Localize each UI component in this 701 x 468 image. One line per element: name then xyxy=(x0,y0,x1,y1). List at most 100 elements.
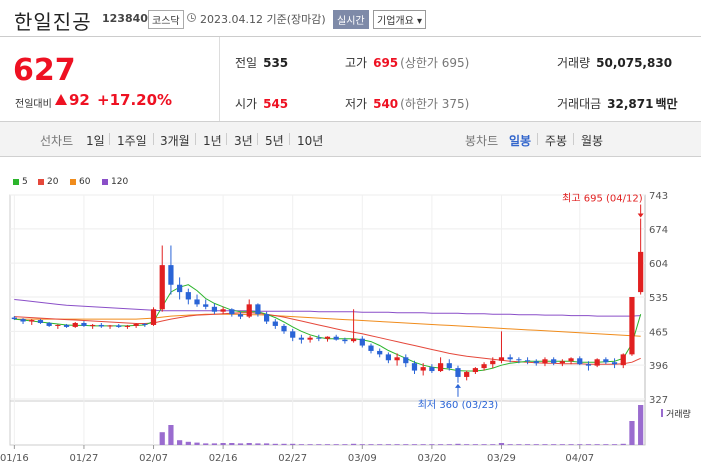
volume-bar xyxy=(498,443,505,445)
tab-1week[interactable]: 1주일 xyxy=(117,134,147,148)
volume-bar xyxy=(342,444,348,445)
tab-daily[interactable]: 일봉 xyxy=(509,134,532,148)
volume-bar xyxy=(307,444,313,445)
tab-monthly[interactable]: 월봉 xyxy=(581,134,604,148)
prev-close: 전일 535 xyxy=(235,56,289,70)
volume-bar xyxy=(411,444,418,445)
candle-body xyxy=(90,324,96,326)
candle-body xyxy=(403,357,409,364)
volume-bar xyxy=(585,444,592,445)
tab-1year[interactable]: 1년 xyxy=(203,134,222,148)
candle-body xyxy=(490,360,496,365)
candle-body xyxy=(159,265,165,310)
candle-body xyxy=(37,320,44,323)
volume-label: 거래량 xyxy=(666,408,691,420)
volume-bar xyxy=(237,443,244,445)
volume-bar xyxy=(168,425,174,445)
candle-body xyxy=(46,322,52,326)
candle-body xyxy=(177,284,183,293)
current-price: 627 xyxy=(13,53,76,88)
stock-name: 한일진공 xyxy=(14,10,92,34)
candle-body xyxy=(498,357,505,361)
company-overview-dropdown[interactable]: 기업개요 ▾ xyxy=(373,10,426,29)
candle-body xyxy=(446,363,452,369)
candle-body xyxy=(220,309,226,312)
volume-bar xyxy=(420,444,426,445)
volume-bar xyxy=(298,444,305,445)
legend-swatch xyxy=(102,178,108,185)
volume-bar xyxy=(281,443,287,445)
volume-bar xyxy=(603,444,609,445)
volume-bar xyxy=(229,443,235,445)
candle-body xyxy=(394,357,400,361)
tab-divider xyxy=(153,133,154,145)
candle-body xyxy=(368,345,374,351)
candle-body xyxy=(72,322,78,327)
tab-divider xyxy=(226,133,227,145)
change-rate: +17.20% xyxy=(97,91,173,109)
volume-bar xyxy=(533,444,539,445)
candle-body xyxy=(333,336,339,340)
candle-body xyxy=(464,372,470,377)
tab-3year[interactable]: 3년 xyxy=(234,134,253,148)
x-tick-label: 03/29 xyxy=(487,453,516,464)
x-tick-label: 03/20 xyxy=(417,453,446,464)
market-badge: 코스닥 xyxy=(148,10,184,29)
candle-body xyxy=(133,323,139,326)
candle-body xyxy=(281,325,287,332)
x-tick-label: 03/09 xyxy=(348,453,377,464)
candle-body xyxy=(603,359,609,363)
candle-body xyxy=(316,337,322,339)
candle-body xyxy=(29,320,35,322)
x-tick-label: 02/27 xyxy=(278,453,307,464)
volume-bar xyxy=(385,444,391,445)
volume-bar xyxy=(359,444,365,445)
tab-line-chart[interactable]: 선차트 xyxy=(40,134,74,148)
candle-body xyxy=(342,339,348,342)
volume-bar xyxy=(377,444,383,445)
tab-5year[interactable]: 5년 xyxy=(265,134,284,148)
candle-body xyxy=(411,363,418,371)
volume-bar xyxy=(437,444,444,445)
tab-10year[interactable]: 10년 xyxy=(297,134,324,148)
stock-chart[interactable]: 743 674 604 535 465 396 327 01/16 01/27 02/07 02/1… xyxy=(0,187,701,468)
volume-bar xyxy=(194,442,200,445)
candle-body xyxy=(481,364,487,369)
volume-bar xyxy=(316,444,322,445)
volume-bar xyxy=(490,444,496,445)
tab-1day[interactable]: 1일 xyxy=(86,134,105,148)
volume-bar xyxy=(429,444,435,445)
candle-body xyxy=(568,358,574,362)
ma60-line xyxy=(14,313,641,337)
volume-bar xyxy=(542,444,548,445)
candle-body xyxy=(594,359,600,366)
candle-body xyxy=(168,265,174,285)
candle-body xyxy=(350,338,357,342)
volume-legend-swatch xyxy=(661,409,663,417)
volume-bar xyxy=(559,444,565,445)
volume-bar xyxy=(568,444,574,445)
candle-body xyxy=(629,297,635,355)
tab-divider xyxy=(257,133,258,145)
candle-body xyxy=(98,324,104,327)
tab-divider xyxy=(195,133,196,145)
volume-bar xyxy=(594,444,600,445)
candle-body xyxy=(255,304,261,315)
day-low: 저가 540 (하한가 375) xyxy=(345,97,470,111)
ma120-line xyxy=(14,299,641,317)
volume: 거래량 50,075,830 xyxy=(557,56,673,70)
tab-weekly[interactable]: 주봉 xyxy=(545,134,568,148)
volume-bar xyxy=(350,443,357,445)
volume-bar xyxy=(481,444,487,445)
stock-code: 123840 xyxy=(102,12,148,25)
candle-body xyxy=(264,314,270,322)
x-tick-label: 02/16 xyxy=(209,453,238,464)
realtime-button[interactable]: 실시간 xyxy=(333,10,369,29)
tab-candle-chart[interactable]: 봉차트 xyxy=(465,134,499,148)
low-annotation: 최저 360 (03/23) xyxy=(418,399,499,411)
candle-body xyxy=(524,360,531,362)
volume-bar xyxy=(577,444,583,445)
volume-bar xyxy=(333,444,339,445)
tab-3month[interactable]: 3개월 xyxy=(160,134,190,148)
candle-body xyxy=(81,322,87,326)
